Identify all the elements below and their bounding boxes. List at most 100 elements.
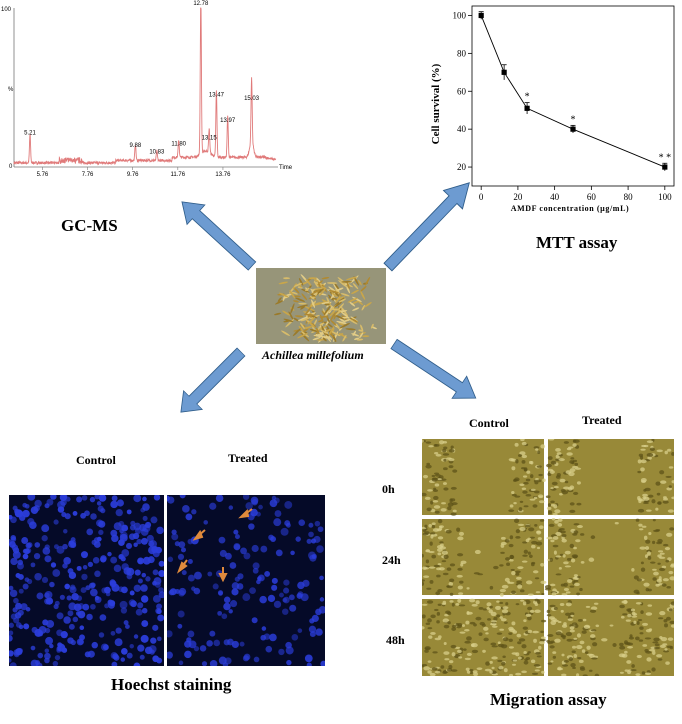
- nucleus: [76, 496, 83, 503]
- migration-cell: [534, 524, 538, 527]
- seed: [351, 318, 359, 323]
- migration-cell: [515, 529, 521, 534]
- migration-cell: [614, 522, 619, 525]
- nucleus: [243, 552, 251, 560]
- nucleus: [53, 544, 59, 550]
- migration-cell: [550, 640, 556, 644]
- migration-cell: [652, 568, 657, 571]
- nucleus: [209, 660, 218, 666]
- nucleus: [319, 597, 325, 602]
- migration-cell: [644, 554, 649, 559]
- migration-cell: [547, 662, 553, 665]
- nucleus: [252, 567, 259, 574]
- migration-cell: [513, 478, 519, 482]
- nucleus: [97, 505, 104, 512]
- migration-cell: [437, 563, 442, 566]
- migration-cell: [499, 592, 504, 597]
- migration-cell: [423, 567, 430, 570]
- migration-cell: [508, 632, 513, 635]
- migration-treated-label: Treated: [582, 413, 622, 427]
- migration-cell: [584, 651, 589, 654]
- migration-cell: [593, 602, 599, 605]
- nucleus: [104, 603, 110, 609]
- seed: [321, 301, 330, 305]
- migration-cell: [669, 527, 675, 531]
- migration-cell: [433, 444, 438, 447]
- migration-cell: [560, 633, 564, 638]
- nucleus: [76, 565, 82, 571]
- seed: [334, 314, 345, 320]
- migration-cell: [612, 642, 617, 648]
- migration-cell: [424, 524, 428, 528]
- migration-cell: [550, 539, 555, 543]
- migration-cell: [451, 652, 456, 657]
- nucleus: [284, 520, 291, 527]
- migration-cell: [539, 519, 545, 522]
- seed: [301, 293, 308, 301]
- gcms-peak-label: 13.97: [220, 118, 236, 124]
- migration-cell: [432, 500, 439, 503]
- migration-cell: [434, 608, 439, 612]
- nucleus: [110, 556, 118, 564]
- nucleus: [187, 538, 194, 545]
- gcms-x-axis-label: Time: [279, 165, 293, 171]
- seed: [334, 283, 340, 290]
- seed: [353, 276, 359, 286]
- migration-cell: [665, 559, 670, 563]
- migration-cell: [482, 608, 488, 611]
- migration-cell: [491, 625, 498, 628]
- seed: [324, 332, 330, 337]
- nucleus: [249, 587, 256, 594]
- migration-cell: [668, 570, 674, 575]
- seed: [370, 323, 374, 329]
- migration-cell: [538, 525, 544, 529]
- migration-cell: [449, 578, 455, 583]
- nucleus: [103, 644, 109, 651]
- migration-cell: [428, 635, 433, 639]
- nucleus: [133, 495, 142, 503]
- migration-cell: [665, 661, 670, 665]
- seed: [318, 281, 321, 288]
- migration-cell: [521, 454, 528, 459]
- nucleus: [156, 526, 164, 535]
- migration-cell: [450, 644, 457, 649]
- migration-cell: [540, 444, 546, 449]
- nucleus: [134, 569, 141, 576]
- migration-cell: [436, 611, 441, 616]
- migration-cell: [548, 616, 555, 620]
- mtt-point: [478, 12, 484, 19]
- migration-cell: [469, 670, 474, 675]
- nucleus: [121, 563, 129, 571]
- nucleus: [297, 628, 303, 633]
- nucleus: [137, 578, 143, 584]
- migration-cell: [529, 474, 534, 479]
- migration-cell: [455, 623, 459, 626]
- nucleus: [30, 562, 36, 568]
- seed: [322, 337, 327, 342]
- migration-cell: [552, 651, 557, 654]
- nucleus: [111, 583, 120, 592]
- migration-cell: [525, 478, 531, 482]
- seed: [319, 288, 326, 297]
- migration-cell: [434, 472, 440, 475]
- gcms-trace: [13, 7, 277, 166]
- nucleus: [63, 529, 68, 534]
- nucleus: [158, 569, 164, 578]
- migration-cell: [566, 557, 572, 561]
- plant-caption: Achillea millefolium: [262, 348, 364, 362]
- nucleus: [167, 651, 173, 659]
- nucleus: [121, 524, 129, 532]
- nucleus: [308, 625, 317, 633]
- nucleus: [50, 495, 57, 500]
- mtt-title: MTT assay: [536, 233, 618, 252]
- nucleus: [10, 557, 18, 566]
- nucleus: [44, 544, 50, 550]
- migration-cell: [659, 644, 666, 648]
- nucleus: [15, 602, 22, 610]
- nucleus: [260, 545, 268, 553]
- migration-cell: [565, 612, 571, 616]
- migration-cell: [640, 459, 647, 464]
- mtt-point: [524, 105, 530, 111]
- migration-cell: [437, 552, 442, 556]
- migration-cell: [568, 657, 574, 662]
